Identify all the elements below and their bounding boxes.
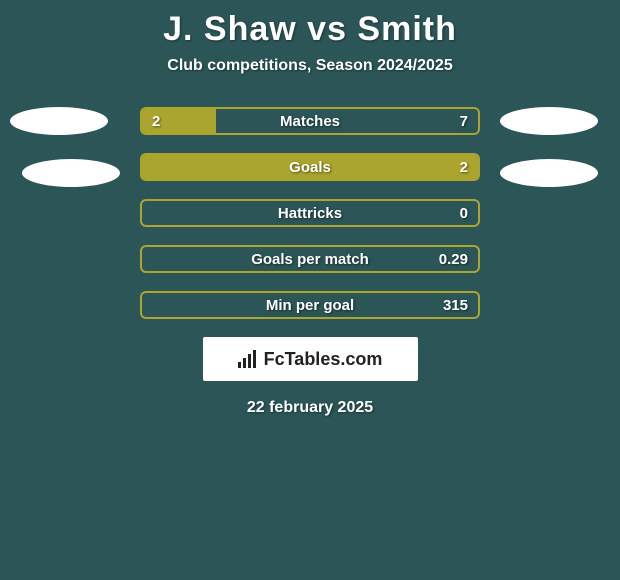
player-oval [500,107,598,135]
player-oval [10,107,108,135]
stat-label: Hattricks [142,201,478,225]
stat-label: Goals per match [142,247,478,271]
stat-row: Goals2 [140,153,480,181]
stat-label: Min per goal [142,293,478,317]
brand-name: FcTables.com [264,349,383,370]
stat-row: Min per goal315 [140,291,480,319]
stat-label: Matches [142,109,478,133]
stat-row: 2Matches7 [140,107,480,135]
brand-logo[interactable]: FcTables.com [203,337,418,381]
stat-row: Goals per match0.29 [140,245,480,273]
bars-container: 2Matches7Goals2Hattricks0Goals per match… [140,107,480,319]
comparison-stage: 2Matches7Goals2Hattricks0Goals per match… [0,107,620,319]
page-title: J. Shaw vs Smith [0,0,620,49]
player-oval [22,159,120,187]
value-right: 0 [460,201,468,225]
date-text: 22 february 2025 [0,399,620,417]
stat-label: Goals [142,155,478,179]
subtitle: Club competitions, Season 2024/2025 [0,57,620,75]
value-right: 315 [443,293,468,317]
value-right: 7 [460,109,468,133]
chart-icon [238,350,256,368]
stat-row: Hattricks0 [140,199,480,227]
value-right: 0.29 [439,247,468,271]
player-oval [500,159,598,187]
value-right: 2 [460,155,468,179]
